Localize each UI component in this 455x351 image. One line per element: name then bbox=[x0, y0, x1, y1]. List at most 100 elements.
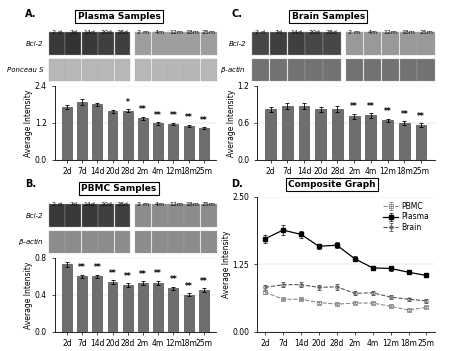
Text: **: ** bbox=[154, 111, 162, 120]
FancyBboxPatch shape bbox=[399, 59, 417, 81]
Text: C.: C. bbox=[231, 9, 242, 19]
Y-axis label: Average Intensity: Average Intensity bbox=[222, 231, 231, 298]
Bar bbox=[265, 110, 276, 160]
FancyBboxPatch shape bbox=[201, 231, 217, 253]
Y-axis label: Average Intensity: Average Intensity bbox=[227, 89, 236, 157]
Text: **: ** bbox=[124, 272, 131, 281]
Text: PBMC Samples: PBMC Samples bbox=[81, 184, 157, 193]
Text: 14d: 14d bbox=[84, 30, 96, 35]
Text: **: ** bbox=[139, 106, 147, 114]
Bar bbox=[62, 107, 72, 160]
Bar bbox=[415, 125, 426, 160]
Text: 28d: 28d bbox=[326, 30, 338, 35]
Bar bbox=[282, 106, 293, 160]
FancyBboxPatch shape bbox=[135, 32, 151, 55]
FancyBboxPatch shape bbox=[66, 59, 81, 81]
Text: 14d: 14d bbox=[84, 202, 96, 207]
Text: 28d: 28d bbox=[116, 30, 128, 35]
FancyBboxPatch shape bbox=[168, 231, 184, 253]
FancyBboxPatch shape bbox=[135, 204, 151, 227]
Text: 7d: 7d bbox=[69, 30, 77, 35]
FancyBboxPatch shape bbox=[417, 59, 435, 81]
FancyBboxPatch shape bbox=[346, 32, 363, 55]
FancyBboxPatch shape bbox=[66, 231, 81, 253]
Text: 2 d: 2 d bbox=[255, 30, 265, 35]
FancyBboxPatch shape bbox=[270, 32, 287, 55]
Text: **: ** bbox=[417, 112, 425, 121]
Text: 20d: 20d bbox=[100, 30, 112, 35]
Bar bbox=[138, 283, 148, 332]
Bar bbox=[123, 285, 133, 332]
Text: 12m: 12m bbox=[383, 30, 397, 35]
FancyBboxPatch shape bbox=[49, 32, 65, 55]
Bar bbox=[153, 124, 163, 160]
Bar bbox=[315, 110, 326, 160]
Text: 2 m: 2 m bbox=[349, 30, 361, 35]
Text: 25m: 25m bbox=[202, 202, 216, 207]
Text: Composite Graph: Composite Graph bbox=[288, 180, 375, 189]
Bar bbox=[199, 128, 209, 160]
Text: **: ** bbox=[139, 270, 147, 279]
FancyBboxPatch shape bbox=[168, 59, 184, 81]
Bar bbox=[349, 116, 359, 160]
Text: **: ** bbox=[400, 110, 408, 119]
FancyBboxPatch shape bbox=[305, 59, 323, 81]
FancyBboxPatch shape bbox=[152, 231, 167, 253]
Text: **: ** bbox=[170, 275, 177, 284]
Text: Bcl-2: Bcl-2 bbox=[228, 41, 246, 47]
FancyBboxPatch shape bbox=[98, 32, 114, 55]
FancyBboxPatch shape bbox=[168, 204, 184, 227]
Text: **: ** bbox=[350, 102, 358, 111]
FancyBboxPatch shape bbox=[49, 59, 65, 81]
Bar bbox=[365, 115, 376, 160]
FancyBboxPatch shape bbox=[49, 204, 65, 227]
FancyBboxPatch shape bbox=[399, 32, 417, 55]
Bar bbox=[184, 295, 193, 332]
Text: 4m: 4m bbox=[155, 30, 165, 35]
Text: D.: D. bbox=[231, 179, 243, 189]
FancyBboxPatch shape bbox=[115, 32, 131, 55]
Text: **: ** bbox=[78, 263, 86, 272]
FancyBboxPatch shape bbox=[115, 204, 131, 227]
Text: 18m: 18m bbox=[185, 30, 199, 35]
FancyBboxPatch shape bbox=[184, 231, 200, 253]
Text: 2 d: 2 d bbox=[52, 30, 62, 35]
Text: **: ** bbox=[93, 263, 101, 272]
Bar bbox=[298, 106, 309, 160]
FancyBboxPatch shape bbox=[152, 204, 167, 227]
Text: 25m: 25m bbox=[419, 30, 433, 35]
FancyBboxPatch shape bbox=[115, 59, 131, 81]
Bar bbox=[382, 120, 393, 160]
Text: 14d: 14d bbox=[290, 30, 302, 35]
Bar bbox=[107, 282, 117, 332]
Text: 2 d: 2 d bbox=[52, 202, 62, 207]
FancyBboxPatch shape bbox=[98, 59, 114, 81]
FancyBboxPatch shape bbox=[184, 204, 200, 227]
Y-axis label: Average Intensity: Average Intensity bbox=[25, 89, 34, 157]
Text: **: ** bbox=[367, 102, 375, 111]
Text: $\beta$-actin: $\beta$-actin bbox=[18, 237, 44, 247]
Text: **: ** bbox=[200, 115, 208, 125]
Bar bbox=[77, 102, 87, 160]
Y-axis label: Average Intensity: Average Intensity bbox=[25, 261, 34, 329]
Text: 20d: 20d bbox=[308, 30, 320, 35]
Text: 18m: 18m bbox=[185, 202, 199, 207]
Text: 12m: 12m bbox=[169, 202, 183, 207]
FancyBboxPatch shape bbox=[152, 32, 167, 55]
Text: **: ** bbox=[185, 113, 192, 122]
Text: $\beta$-actin: $\beta$-actin bbox=[220, 65, 246, 75]
Text: A.: A. bbox=[25, 9, 36, 19]
FancyBboxPatch shape bbox=[364, 32, 381, 55]
FancyBboxPatch shape bbox=[82, 32, 98, 55]
FancyBboxPatch shape bbox=[201, 59, 217, 81]
Text: 25m: 25m bbox=[202, 30, 216, 35]
FancyBboxPatch shape bbox=[305, 32, 323, 55]
Text: **: ** bbox=[200, 277, 208, 286]
Text: *: * bbox=[126, 98, 130, 106]
FancyBboxPatch shape bbox=[382, 59, 399, 81]
FancyBboxPatch shape bbox=[346, 59, 363, 81]
Legend: PBMC, Plasma, Brain: PBMC, Plasma, Brain bbox=[382, 200, 431, 233]
Bar bbox=[77, 277, 87, 332]
Text: Brain Samples: Brain Samples bbox=[292, 12, 365, 21]
Bar bbox=[184, 126, 193, 160]
